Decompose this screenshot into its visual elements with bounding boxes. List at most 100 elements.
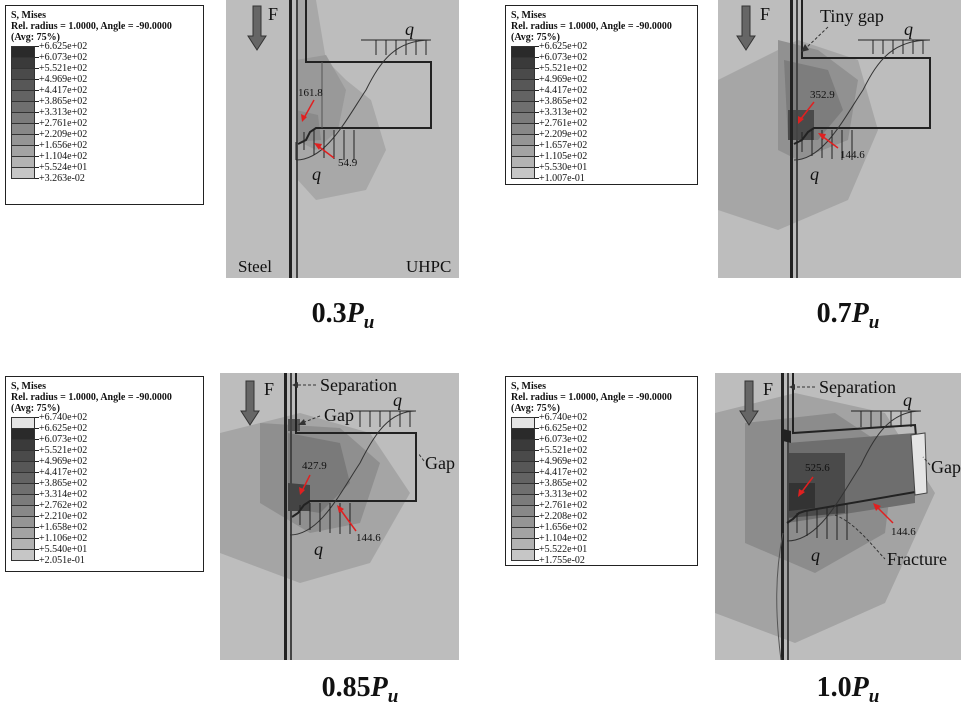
legend-value: +1.656e+02 <box>539 522 588 533</box>
legend-value: +3.314e+02 <box>39 489 88 500</box>
legend-value: +6.073e+02 <box>539 52 588 63</box>
legend-value: +2.761e+02 <box>39 118 88 129</box>
legend-swatch <box>11 417 35 428</box>
legend-swatch <box>11 560 35 571</box>
legend-value: +6.740e+02 <box>39 412 88 423</box>
legend-swatch <box>511 505 535 516</box>
legend-swatch <box>511 494 535 505</box>
legend-row: +3.313e+02 <box>511 489 692 505</box>
stress-value-upper: 525.6 <box>805 462 830 474</box>
legend-row: +4.969e+02 <box>11 456 198 472</box>
legend-swatch <box>11 123 35 134</box>
legend-row: +4.417e+02 <box>11 85 198 101</box>
stress-contour-1-0pu: F Separation Gap Fracture q q 525.6 144.… <box>715 373 961 660</box>
legend-row: +6.625e+02 <box>11 423 198 439</box>
q-top-label: q <box>393 390 402 410</box>
legend-swatch <box>11 428 35 439</box>
legend-swatch <box>511 417 535 428</box>
legend-value: +4.417e+02 <box>539 85 588 96</box>
legend-value: +2.209e+02 <box>39 129 88 140</box>
legend-avg: (Avg: 75%) <box>11 32 60 43</box>
legend-row: +6.740e+02 <box>511 412 692 428</box>
legend-value: +6.625e+02 <box>39 41 88 52</box>
q-bottom-label: q <box>314 539 323 559</box>
legend-value: +1.104e+02 <box>539 533 588 544</box>
legend-swatch <box>11 516 35 527</box>
legend-value: +3.313e+02 <box>39 107 88 118</box>
legend-swatch <box>11 450 35 461</box>
legend-value: +1.755e-02 <box>539 555 585 566</box>
legend-radius: Rel. radius = 1.0000, Angle = -90.0000 <box>11 392 172 403</box>
legend-row: +6.740e+02 <box>11 412 198 428</box>
legend-scale: +6.625e+02 +6.073e+02 +5.521e+02 +4.969e+02… <box>11 41 198 189</box>
legend-value: +5.524e+01 <box>39 162 88 173</box>
legend-swatch <box>11 439 35 450</box>
legend-row: +5.522e+01 <box>511 544 692 560</box>
legend-swatch <box>511 560 535 571</box>
legend-value: +6.625e+02 <box>539 41 588 52</box>
stress-value-lower: 144.6 <box>891 526 916 538</box>
legend-0-7pu: S, Mises Rel. radius = 1.0000, Angle = -… <box>505 5 698 185</box>
legend-value: +1.658e+02 <box>39 522 88 533</box>
gap-right-label: Gap <box>425 453 455 473</box>
legend-value: +1.105e+02 <box>539 151 588 162</box>
legend-value: +1.657e+02 <box>539 140 588 151</box>
legend-swatch <box>11 505 35 516</box>
legend-swatch <box>11 90 35 101</box>
legend-value: +5.521e+02 <box>539 445 588 456</box>
legend-value: +3.313e+02 <box>539 107 588 118</box>
force-label: F <box>760 4 770 24</box>
q-bottom-label: q <box>811 545 820 565</box>
legend-row: +3.263e-02 <box>11 173 198 189</box>
legend-value: +4.969e+02 <box>39 74 88 85</box>
legend-swatch <box>11 549 35 560</box>
legend-row: +6.625e+02 <box>511 423 692 439</box>
legend-swatch <box>511 145 535 156</box>
legend-row: +4.417e+02 <box>11 467 198 483</box>
legend-value: +5.540e+01 <box>39 544 88 555</box>
legend-swatch <box>11 483 35 494</box>
gap-left-label: Gap <box>324 405 354 425</box>
q-bottom-label: q <box>810 164 819 184</box>
stress-contour-0-85pu: F Separation Gap Gap q q 427.9 144.6 <box>220 373 459 660</box>
legend-swatch <box>11 494 35 505</box>
legend-row: +2.762e+02 <box>11 500 198 516</box>
legend-row: +5.530e+01 <box>511 162 692 178</box>
legend-swatch <box>11 101 35 112</box>
stress-contour-0-7pu: F Tiny gap q q 352.9 144.6 <box>718 0 961 278</box>
legend-row: +3.865e+02 <box>511 478 692 494</box>
legend-row: +5.521e+02 <box>11 445 198 461</box>
q-bottom-label: q <box>312 164 321 184</box>
legend-value: +1.106e+02 <box>39 533 88 544</box>
legend-row: +5.521e+02 <box>511 445 692 461</box>
legend-value: +2.051e-01 <box>39 555 85 566</box>
legend-swatch <box>511 112 535 123</box>
legend-avg: (Avg: 75%) <box>11 403 60 414</box>
legend-swatch <box>11 145 35 156</box>
legend-row: +3.865e+02 <box>511 96 692 112</box>
legend-radius: Rel. radius = 1.0000, Angle = -90.0000 <box>511 21 672 32</box>
legend-value: +3.865e+02 <box>39 96 88 107</box>
legend-swatch <box>11 167 35 178</box>
legend-title: S, Mises <box>511 381 546 392</box>
legend-swatch <box>511 538 535 549</box>
legend-value: +2.761e+02 <box>539 118 588 129</box>
legend-row: +3.865e+02 <box>11 478 198 494</box>
legend-value: +4.417e+02 <box>539 467 588 478</box>
legend-swatch <box>511 46 535 57</box>
tiny-gap-label: Tiny gap <box>820 6 884 26</box>
gap-label: Gap <box>931 457 961 477</box>
legend-1-0pu: S, Mises Rel. radius = 1.0000, Angle = -… <box>505 376 698 566</box>
legend-swatch <box>511 90 535 101</box>
caption-0-3pu: 0.3Pu <box>311 298 375 333</box>
legend-value: +4.969e+02 <box>39 456 88 467</box>
legend-swatch <box>511 68 535 79</box>
legend-value: +3.865e+02 <box>539 478 588 489</box>
legend-row: +1.105e+02 <box>511 151 692 167</box>
legend-row: +1.104e+02 <box>511 533 692 549</box>
legend-row: +6.073e+02 <box>511 434 692 450</box>
legend-value: +5.521e+02 <box>39 63 88 74</box>
legend-radius: Rel. radius = 1.0000, Angle = -90.0000 <box>511 392 672 403</box>
legend-swatch <box>511 156 535 167</box>
legend-value: +2.761e+02 <box>539 500 588 511</box>
